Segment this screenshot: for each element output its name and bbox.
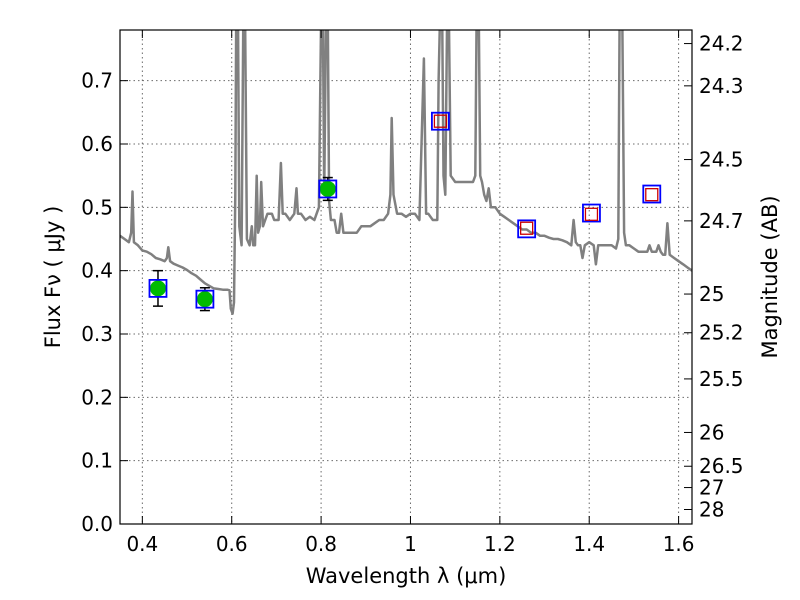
y-tick-label: 0.6: [81, 132, 113, 156]
spectrum-line: [120, 30, 692, 315]
data-point-circle: [319, 180, 336, 197]
x-tick-label: 0.8: [305, 532, 337, 556]
data-point-square: [642, 184, 662, 204]
y2-tick-label: 27: [699, 476, 724, 500]
x-tick-label: 1.2: [484, 532, 516, 556]
data-point-square: [318, 179, 338, 199]
y-tick-label: 0.3: [81, 322, 113, 346]
x-tick-label: 1.4: [573, 532, 605, 556]
series-layer: [120, 30, 692, 315]
y-tick-label: 0.4: [81, 259, 113, 283]
y-tick-label: 0.1: [81, 449, 113, 473]
y2-tick-label: 24.3: [699, 74, 744, 98]
data-point-square-small: [433, 114, 448, 128]
data-point-square: [582, 203, 601, 223]
y-tick-label: 0.5: [81, 195, 113, 219]
x-tick-label: 0.6: [216, 532, 248, 556]
x-tick-label: 1: [404, 532, 417, 556]
data-point-square: [195, 289, 215, 309]
y2-tick-label: 25.5: [699, 367, 744, 391]
y2-tick-label: 24.7: [699, 209, 744, 233]
data-point-square: [431, 111, 450, 131]
y-tick-label: 0.7: [81, 69, 113, 93]
ticks-layer: 0.4 0.6 0.8 1 1.2 1.4 1.6 0.0 0.1 0.2 0.3 0.4 0.5 0.6…: [81, 30, 744, 556]
data-point-square: [148, 278, 168, 298]
x-tick-label: 0.4: [126, 532, 158, 556]
y2-tick-label: 26: [699, 420, 724, 444]
plot-frame: [119, 29, 693, 525]
markers-layer: [148, 111, 662, 312]
y2-tick-label: 28: [699, 497, 724, 521]
data-point-circle: [196, 291, 213, 308]
y-tick-label: 0.0: [81, 512, 113, 536]
data-point-square-small: [520, 221, 534, 235]
y2-tick-label: 26.5: [699, 454, 744, 478]
y-axis-label: Flux Fν ( μJy ): [41, 206, 65, 349]
x-tick-label: 1.6: [663, 532, 695, 556]
data-point-square-small: [645, 188, 659, 202]
x-axis-label: Wavelength λ (μm): [306, 564, 507, 588]
y2-tick-label: 24.5: [699, 148, 744, 172]
data-point-circle: [149, 280, 166, 297]
y2-tick-label: 25: [699, 282, 724, 306]
y2-axis-label: Magnitude (AB): [758, 195, 782, 358]
data-point-square: [517, 219, 537, 239]
y2-tick-label: 24.2: [699, 32, 744, 56]
y2-tick-label: 25.2: [699, 321, 744, 345]
data-point-square-small: [584, 207, 599, 221]
y-tick-label: 0.2: [81, 385, 113, 409]
